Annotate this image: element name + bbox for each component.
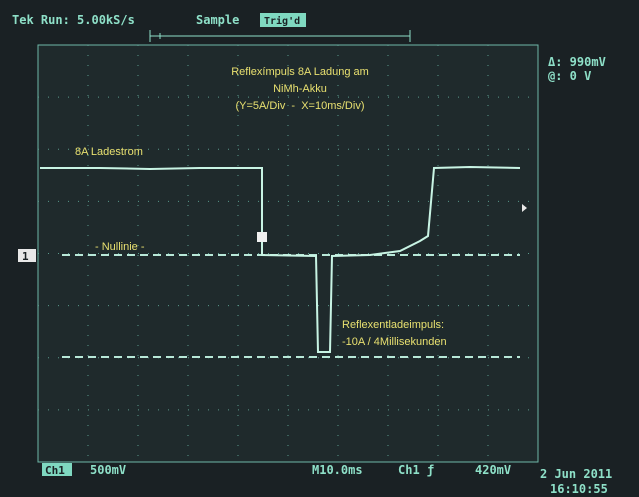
acquisition-mode: Sample: [196, 13, 239, 27]
oscilloscope-screen: Tek Run: 5.00kS/s Sample Trig'd Δ: 990mV…: [0, 0, 639, 497]
cursor-at: @: 0 V: [548, 69, 591, 83]
charge-label: 8A Ladestrom: [75, 146, 143, 158]
time: 16:10:55: [550, 482, 608, 496]
trigger-source: Ch1 ƒ: [398, 463, 434, 477]
cursor-delta: Δ: 990mV: [548, 55, 606, 69]
status: Tek Run: 5.00kS/s: [12, 13, 135, 27]
pulse-label: -10A / 4Millisekunden: [342, 336, 447, 348]
trigger-state: Trig'd: [264, 15, 300, 27]
trigger-level: 420mV: [475, 463, 511, 477]
channel: Ch1: [45, 464, 65, 477]
timebase: M10.0ms: [312, 463, 363, 477]
channel-marker: 1: [22, 250, 29, 263]
trigger-point: [257, 232, 267, 242]
title-line: Reflexímpuls 8A Ladung am: [231, 66, 369, 78]
title-line: (Y=5A/Div - X=10ms/Div): [236, 100, 365, 112]
title-line: NiMh-Akku: [273, 83, 327, 95]
zero-label: - Nullinie -: [95, 241, 145, 253]
vertical-scale: 500mV: [90, 463, 126, 477]
date: 2 Jun 2011: [540, 467, 612, 481]
pulse-label: Reflexentladeimpuls:: [342, 319, 444, 331]
